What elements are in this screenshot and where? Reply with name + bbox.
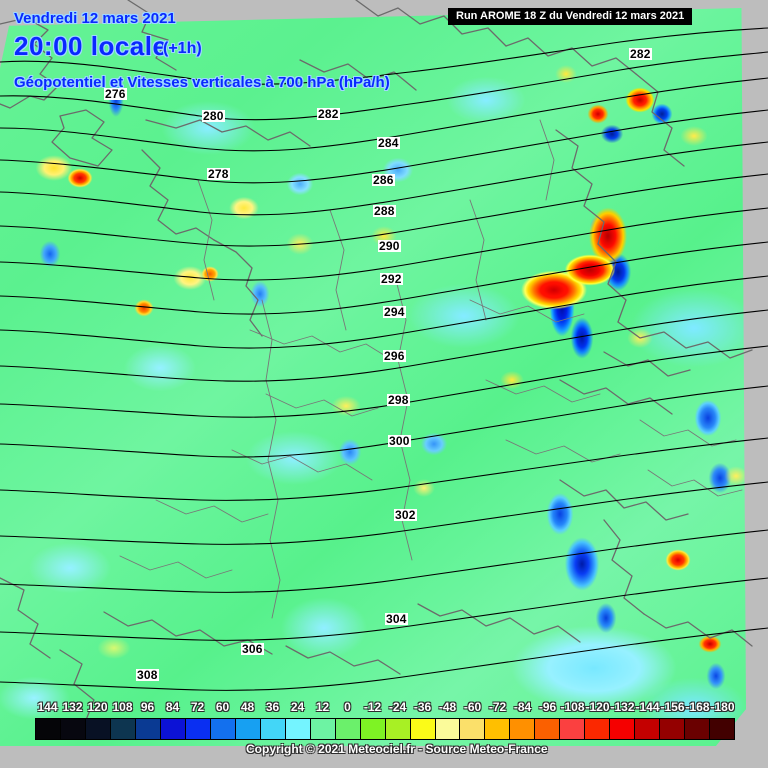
contour-label: 282 (317, 107, 340, 121)
colorbar-swatches[interactable] (35, 718, 735, 740)
colorbar-tick-label: -36 (413, 700, 432, 714)
colorbar-tick-label: -12 (363, 700, 382, 714)
colorbar-tick-labels: 144 132 120 108 96 84 72 60 48 36 24 12 0 -12 -24 -36 -4… (0, 700, 768, 716)
colorbar-swatch (660, 719, 686, 739)
contour-label: 278 (207, 167, 230, 181)
colorbar-swatch (85, 719, 111, 739)
colorbar-swatch (560, 719, 586, 739)
forecast-date-label: Vendredi 12 mars 2021 (14, 10, 176, 27)
colorbar-swatch (410, 719, 436, 739)
parameter-title-label: Géopotentiel et Vitesses verticales à 70… (14, 74, 390, 91)
colorbar-swatch (310, 719, 336, 739)
colorbar-tick-label: 108 (112, 700, 133, 714)
colorbar-swatch (160, 719, 186, 739)
contour-label: 284 (377, 136, 400, 150)
colorbar-tick-label: -72 (488, 700, 507, 714)
colorbar-swatch (485, 719, 511, 739)
colorbar-tick-label: 84 (165, 700, 180, 714)
colorbar-tick-label: -180 (710, 700, 735, 714)
colorbar-swatch (260, 719, 286, 739)
colorbar-tick-label: 120 (87, 700, 108, 714)
colorbar-tick-label: -156 (660, 700, 685, 714)
forecast-offset-label: (+1h) (163, 40, 202, 57)
colorbar-swatch (635, 719, 661, 739)
colorbar-tick-label: -24 (388, 700, 407, 714)
colorbar-swatch (60, 719, 86, 739)
model-run-banner: Run AROME 18 Z du Vendredi 12 mars 2021 (448, 8, 693, 25)
colorbar-tick-label: -132 (610, 700, 635, 714)
colorbar-tick-label: -168 (685, 700, 710, 714)
colorbar-tick-label: 96 (140, 700, 155, 714)
colorbar-tick-label: 48 (240, 700, 255, 714)
colorbar-tick-label: 144 (37, 700, 58, 714)
colorbar-tick-label: 24 (290, 700, 305, 714)
colorbar-tick-label: -96 (538, 700, 557, 714)
contour-label: 286 (372, 173, 395, 187)
colorbar-tick-label: -120 (585, 700, 610, 714)
colorbar-tick-label: -60 (463, 700, 482, 714)
contour-label: 292 (380, 272, 403, 286)
colorbar-swatch (285, 719, 311, 739)
colorbar-swatch (685, 719, 711, 739)
contour-label: 296 (383, 349, 406, 363)
colorbar-tick-label: 72 (190, 700, 205, 714)
colorbar-swatch (185, 719, 211, 739)
contour-label: 302 (394, 508, 417, 522)
colorbar-legend: 144 132 120 108 96 84 72 60 48 36 24 12 0 -12 -24 -36 -4… (0, 700, 768, 768)
colorbar-swatch (585, 719, 611, 739)
colorbar-swatch (210, 719, 236, 739)
contour-label: 276 (104, 87, 127, 101)
contour-label: 290 (378, 239, 401, 253)
colorbar-tick-label: 132 (62, 700, 83, 714)
colorbar-swatch (710, 719, 735, 739)
colorbar-tick-label: -84 (513, 700, 532, 714)
contour-label: 306 (241, 642, 264, 656)
contour-label: 288 (373, 204, 396, 218)
contour-label: 304 (385, 612, 408, 626)
colorbar-tick-label: 36 (265, 700, 280, 714)
contour-label: 298 (387, 393, 410, 407)
colorbar-swatch (460, 719, 486, 739)
colorbar-swatch (385, 719, 411, 739)
colorbar-swatch (435, 719, 461, 739)
colorbar-swatch (535, 719, 561, 739)
contour-label: 280 (202, 109, 225, 123)
contour-label: 300 (388, 434, 411, 448)
colorbar-swatch (335, 719, 361, 739)
colorbar-tick-label: -48 (438, 700, 457, 714)
colorbar-swatch (610, 719, 636, 739)
colorbar-swatch (360, 719, 386, 739)
colorbar-swatch (510, 719, 536, 739)
contour-label: 282 (629, 47, 652, 61)
colorbar-swatch (135, 719, 161, 739)
vertical-velocity-field (0, 8, 746, 746)
contour-label: 308 (136, 668, 159, 682)
colorbar-tick-label: 0 (344, 700, 351, 714)
colorbar-tick-label: 60 (215, 700, 230, 714)
colorbar-swatch (235, 719, 261, 739)
contour-label: 294 (383, 305, 406, 319)
copyright-label: Copyright © 2021 Meteociel.fr - Source M… (246, 742, 548, 756)
colorbar-swatch (36, 719, 61, 739)
colorbar-tick-label: -108 (560, 700, 585, 714)
forecast-time-label: 20:00 locale (14, 31, 168, 61)
colorbar-tick-label: 12 (315, 700, 330, 714)
colorbar-swatch (110, 719, 136, 739)
colorbar-tick-label: -144 (635, 700, 660, 714)
